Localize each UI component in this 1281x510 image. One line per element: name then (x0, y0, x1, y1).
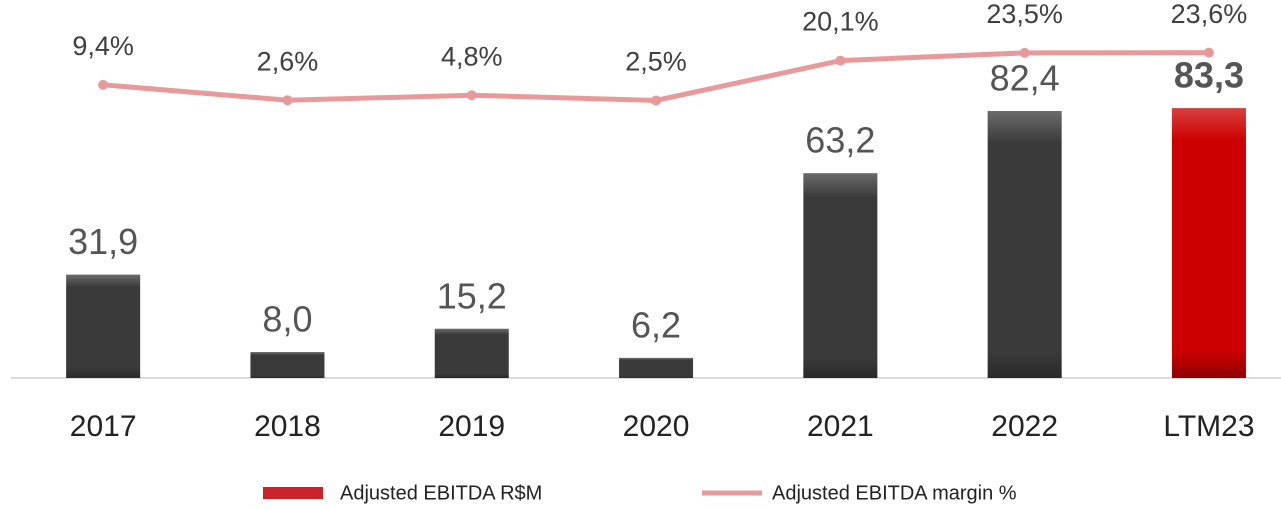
margin-value-label: 9,4% (72, 31, 134, 61)
x-tick-label: 2018 (254, 410, 321, 443)
margin-point (98, 79, 109, 90)
margin-point (466, 90, 477, 101)
bar-value-label: 83,3 (1174, 55, 1244, 96)
bar-value-label: 63,2 (805, 120, 875, 161)
x-tick-label: 2020 (623, 410, 690, 443)
legend-swatch (263, 487, 323, 499)
legend-label: Adjusted EBITDA margin % (772, 482, 1017, 504)
x-tick-label: 2022 (991, 410, 1058, 443)
bar-shade (434, 328, 509, 378)
margin-point (1203, 47, 1214, 58)
margin-value-label: 23,6% (1171, 0, 1248, 29)
margin-value-label: 4,8% (441, 41, 503, 71)
bar-value-label: 8,0 (262, 299, 312, 340)
bar-shade (803, 173, 878, 378)
x-tick-label: 2019 (438, 410, 505, 443)
x-tick-label: 2021 (807, 410, 874, 443)
bar-value-label: 15,2 (437, 275, 507, 316)
bar-value-label: 82,4 (990, 58, 1060, 99)
bar-shade (987, 111, 1062, 379)
margin-point (835, 55, 846, 66)
margin-point (282, 95, 293, 106)
margin-value-label: 2,5% (625, 47, 687, 77)
margin-point (651, 95, 662, 106)
bar-shade (250, 352, 325, 378)
margin-point (1019, 47, 1030, 58)
bar-shade (66, 274, 141, 378)
bar-value-label: 31,9 (68, 221, 138, 262)
margin-value-label: 23,5% (986, 0, 1063, 29)
legend-label: Adjusted EBITDA R$M (340, 482, 542, 504)
bar-shade (1171, 108, 1246, 378)
margin-value-label: 20,1% (802, 7, 879, 37)
bar-value-label: 6,2 (631, 304, 681, 345)
margin-value-label: 2,6% (257, 46, 319, 76)
x-tick-label: 2017 (70, 410, 137, 443)
bar-shade (619, 357, 694, 378)
x-tick-label: LTM23 (1163, 410, 1254, 443)
